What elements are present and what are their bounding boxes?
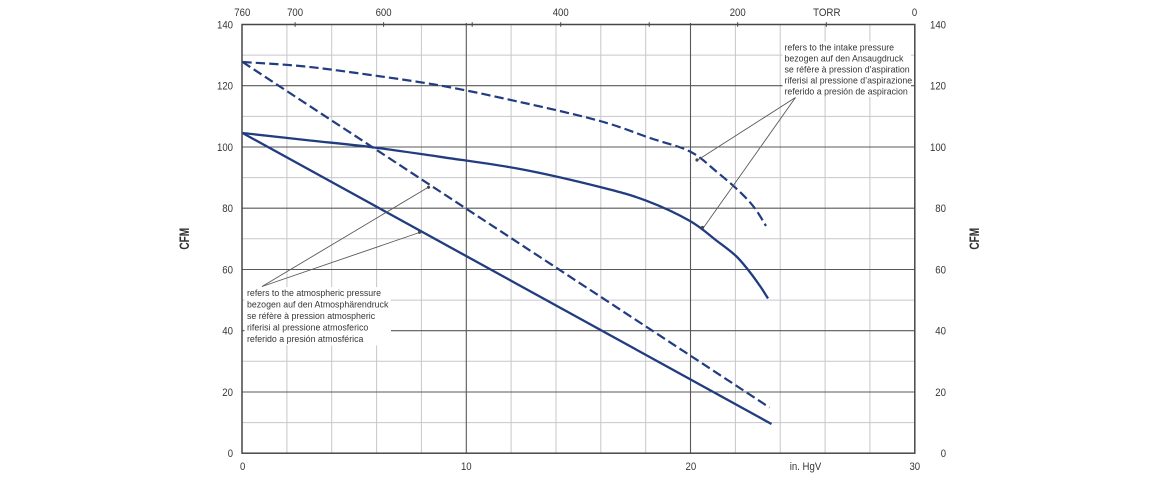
svg-text:40: 40 bbox=[935, 326, 946, 338]
svg-text:20: 20 bbox=[222, 387, 233, 399]
svg-text:20: 20 bbox=[686, 461, 697, 473]
svg-text:10: 10 bbox=[461, 461, 472, 473]
svg-text:120: 120 bbox=[217, 81, 233, 93]
svg-text:40: 40 bbox=[222, 326, 233, 338]
svg-text:60: 60 bbox=[222, 265, 233, 277]
svg-text:CFM: CFM bbox=[966, 228, 982, 250]
svg-text:80: 80 bbox=[222, 203, 233, 215]
svg-text:140: 140 bbox=[930, 20, 946, 32]
svg-text:100: 100 bbox=[217, 142, 233, 154]
svg-text:100: 100 bbox=[930, 142, 946, 154]
svg-text:30: 30 bbox=[909, 461, 920, 473]
svg-text:600: 600 bbox=[376, 7, 392, 19]
svg-text:400: 400 bbox=[553, 7, 569, 19]
svg-text:0: 0 bbox=[941, 448, 946, 460]
svg-text:120: 120 bbox=[930, 81, 946, 93]
svg-text:0: 0 bbox=[912, 7, 917, 19]
svg-text:CFM: CFM bbox=[176, 228, 192, 250]
svg-text:refers to the atmospheric pres: refers to the atmospheric pressure bezoge… bbox=[247, 288, 389, 344]
svg-text:0: 0 bbox=[240, 461, 245, 473]
svg-text:TORR: TORR bbox=[813, 7, 840, 19]
svg-text:80: 80 bbox=[935, 203, 946, 215]
svg-text:140: 140 bbox=[217, 20, 233, 32]
svg-text:20: 20 bbox=[935, 387, 946, 399]
svg-text:760: 760 bbox=[234, 7, 250, 19]
svg-text:60: 60 bbox=[935, 265, 946, 277]
svg-text:200: 200 bbox=[730, 7, 746, 19]
svg-text:0: 0 bbox=[228, 448, 233, 460]
svg-text:700: 700 bbox=[287, 7, 303, 19]
svg-text:in. HgV: in. HgV bbox=[790, 461, 822, 473]
